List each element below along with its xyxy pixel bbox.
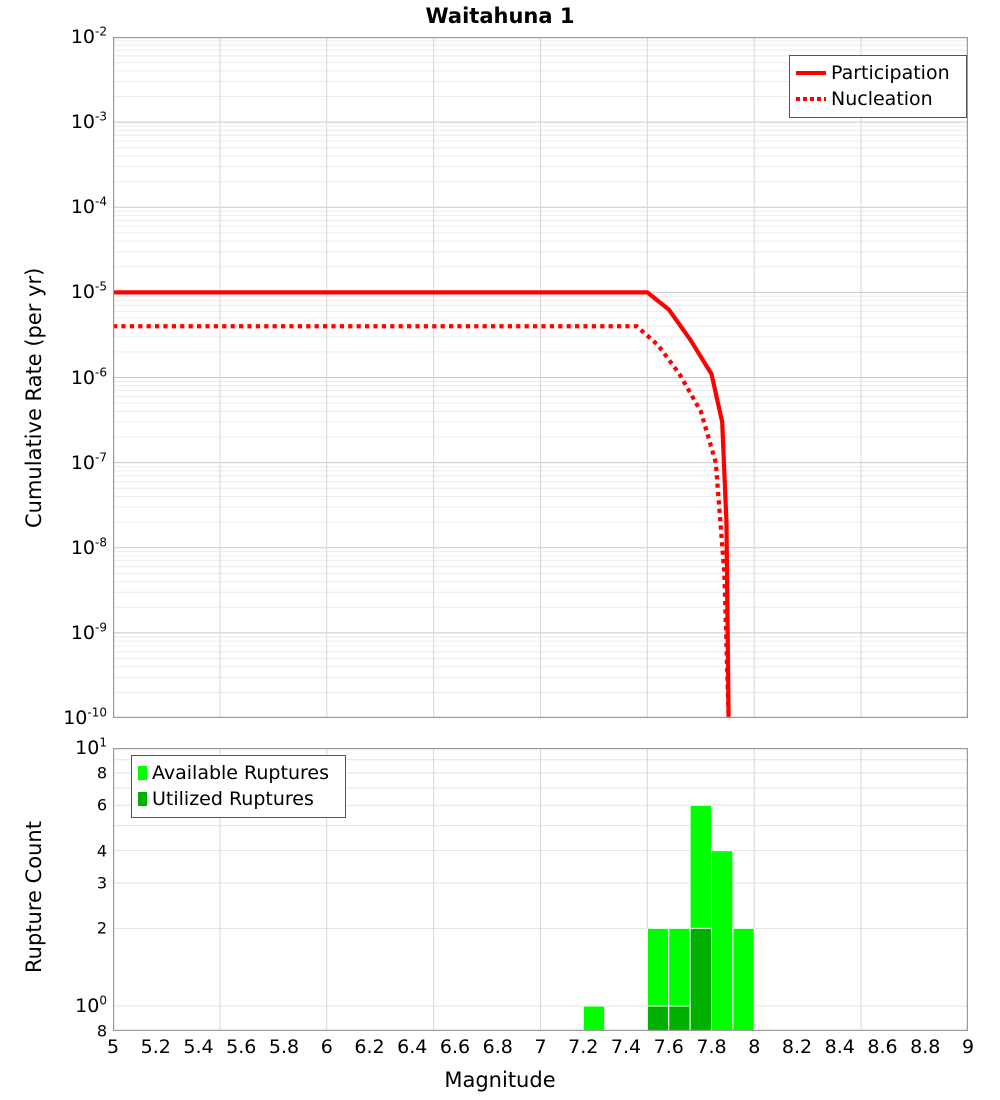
top-y-tick-1: 10-3	[71, 111, 107, 133]
x-tick-15: 8	[748, 1036, 760, 1058]
legend-label-nucleation: Nucleation	[831, 88, 933, 110]
bottom-y-tick-7: 8	[97, 1022, 107, 1041]
bar-available-0[interactable]	[583, 1006, 604, 1031]
bar-available-5[interactable]	[733, 928, 754, 1031]
x-tick-12: 7.4	[611, 1036, 641, 1058]
x-tick-11: 7.2	[568, 1036, 598, 1058]
top-y-tick-2: 10-4	[71, 196, 107, 218]
x-tick-18: 8.6	[867, 1036, 897, 1058]
bar-utilized-2[interactable]	[669, 1006, 690, 1031]
x-tick-8: 6.6	[440, 1036, 470, 1058]
x-tick-2: 5.4	[183, 1036, 213, 1058]
top-y-tick-4: 10-6	[71, 367, 107, 389]
top-panel-legend: Participation Nucleation	[789, 55, 967, 118]
bottom-y-tick-6: 100	[75, 995, 107, 1017]
x-tick-14: 7.8	[696, 1036, 726, 1058]
legend-label-utilized-ruptures: Utilized Ruptures	[152, 788, 314, 810]
legend-label-available-ruptures: Available Ruptures	[152, 762, 329, 784]
x-tick-13: 7.6	[654, 1036, 684, 1058]
bar-available-4[interactable]	[712, 851, 733, 1031]
bottom-y-tick-2: 6	[97, 796, 107, 815]
top-y-tick-7: 10-9	[71, 622, 107, 644]
series-line-participation	[113, 292, 729, 718]
x-tick-10: 7	[534, 1036, 546, 1058]
x-tick-20: 9	[962, 1036, 974, 1058]
x-tick-0: 5	[107, 1036, 119, 1058]
x-tick-19: 8.8	[910, 1036, 940, 1058]
x-tick-17: 8.4	[825, 1036, 855, 1058]
bottom-y-tick-1: 8	[97, 764, 107, 783]
legend-item-available-ruptures[interactable]: Available Ruptures	[138, 760, 338, 786]
top-y-tick-8: 10-10	[63, 707, 107, 729]
legend-label-participation: Participation	[831, 62, 950, 84]
legend-item-nucleation[interactable]: Nucleation	[796, 86, 959, 112]
top-panel-plot-area	[113, 37, 968, 718]
figure: Waitahuna 1 Cumulative Rate (per yr) 10-…	[0, 0, 1000, 1100]
bar-utilized-3[interactable]	[690, 928, 711, 1031]
nucleation-line-swatch-icon	[796, 97, 826, 101]
x-tick-16: 8.2	[782, 1036, 812, 1058]
participation-line-swatch-icon	[796, 71, 826, 75]
x-axis-label: Magnitude	[0, 1068, 1000, 1092]
bottom-y-tick-5: 2	[97, 919, 107, 938]
x-tick-3: 5.6	[226, 1036, 256, 1058]
bottom-y-tick-4: 3	[97, 873, 107, 892]
x-tick-9: 6.8	[483, 1036, 513, 1058]
x-tick-7: 6.4	[397, 1036, 427, 1058]
bottom-y-tick-3: 4	[97, 841, 107, 860]
x-tick-4: 5.8	[269, 1036, 299, 1058]
top-y-tick-0: 10-2	[71, 26, 107, 48]
bottom-y-tick-0: 101	[75, 737, 107, 759]
legend-item-utilized-ruptures[interactable]: Utilized Ruptures	[138, 786, 338, 812]
utilized-ruptures-swatch-icon	[138, 792, 147, 806]
x-tick-6: 6.2	[354, 1036, 384, 1058]
x-tick-1: 5.2	[141, 1036, 171, 1058]
bottom-panel-y-axis-label: Rupture Count	[22, 821, 46, 973]
x-tick-5: 6	[321, 1036, 333, 1058]
page-title: Waitahuna 1	[0, 4, 1000, 28]
legend-item-participation[interactable]: Participation	[796, 60, 959, 86]
top-panel-content	[113, 37, 968, 718]
available-ruptures-swatch-icon	[138, 766, 147, 780]
top-panel-y-axis-label: Cumulative Rate (per yr)	[22, 267, 46, 527]
bar-utilized-1[interactable]	[647, 1006, 668, 1031]
top-y-tick-3: 10-5	[71, 281, 107, 303]
top-y-tick-5: 10-7	[71, 452, 107, 474]
top-y-tick-6: 10-8	[71, 537, 107, 559]
bottom-panel-legend: Available Ruptures Utilized Ruptures	[131, 755, 346, 818]
